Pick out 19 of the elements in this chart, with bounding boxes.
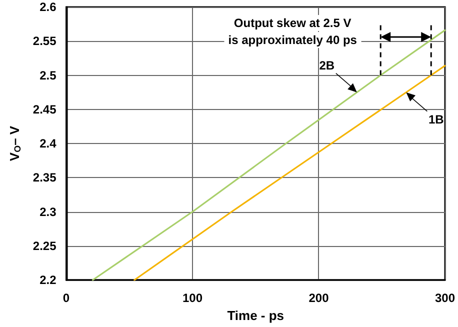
- annotation: Output skew at 2.5 V is approximately 40 ps: [228, 16, 358, 47]
- x-axis-title: Time - ps: [227, 308, 284, 323]
- y-tick-label: 2.35: [32, 170, 57, 185]
- y-tick-label: 2.4: [40, 136, 57, 150]
- y-tick-label: 2.55: [32, 34, 57, 48]
- x-tick-label: 200: [308, 291, 330, 305]
- text: 1B: [428, 112, 444, 126]
- line-series: [92, 29, 446, 281]
- y-tick-label: 2.5: [40, 68, 57, 82]
- x-tick-label: 0: [62, 291, 70, 305]
- y-tick-label: 2.3: [40, 204, 57, 219]
- y-tick-label: 2.6: [40, 0, 57, 14]
- x-tick-label: 100: [182, 291, 203, 305]
- y-tick-label: 2.45: [32, 102, 57, 116]
- y-tick-label: 2.25: [32, 238, 57, 253]
- y-tick-label: 2.2: [40, 273, 57, 287]
- y-axis-title: VO– V: [7, 126, 22, 162]
- x-tick-label: 300: [434, 291, 456, 305]
- text: 2B: [319, 58, 335, 72]
